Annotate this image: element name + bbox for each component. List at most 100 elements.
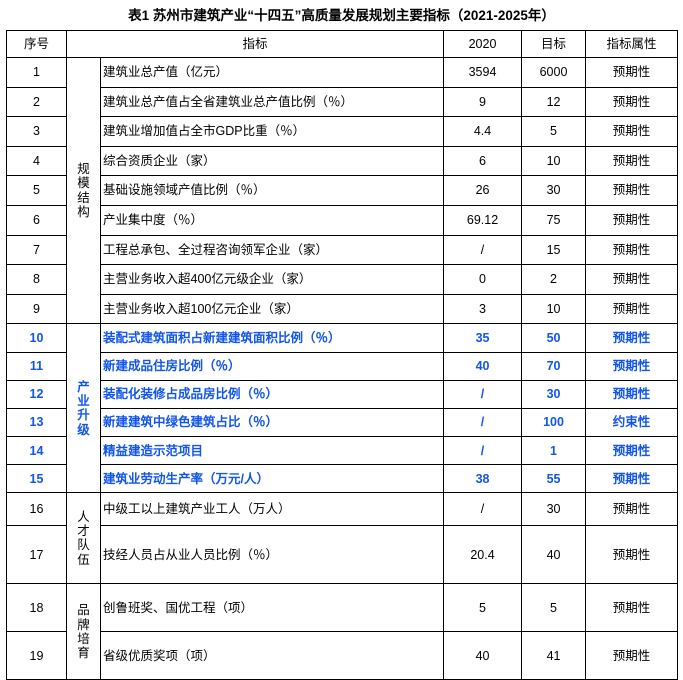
row-number: 14 <box>6 436 67 466</box>
table-row: 3 建筑业增加值占全市GDP比重（％） 4.4 5 预期性 <box>6 116 679 147</box>
value-attribute: 预期性 <box>585 234 679 266</box>
row-number: 12 <box>6 379 67 409</box>
value-2020: 9 <box>443 86 523 118</box>
value-target: 2 <box>521 264 587 295</box>
indicator-name: 产业集中度（％） <box>99 204 445 236</box>
row-number: 2 <box>6 86 67 118</box>
indicator-name: 基础设施领域产值比例（％） <box>99 175 445 206</box>
indicator-name: 精益建造示范项目 <box>99 436 445 466</box>
value-attribute: 预期性 <box>585 86 679 118</box>
row-number: 17 <box>6 525 67 585</box>
indicator-name: 创鲁班奖、国优工程（项） <box>99 583 445 633</box>
indicator-name: 省级优质奖项（项） <box>99 631 445 680</box>
indicator-name: 装配式建筑面积占新建建筑面积比例（％） <box>99 323 445 353</box>
indicator-name: 建筑业劳动生产率（万元/人） <box>99 464 445 494</box>
indicators-table: 序号 指标 2020 目标 指标属性 1 规模结构 建筑业总产值（亿元） 359… <box>6 30 679 680</box>
value-target: 10 <box>521 293 587 325</box>
table-row: 6 产业集中度（％） 69.12 75 预期性 <box>6 204 679 236</box>
group-label-text: 品牌培育 <box>77 603 90 661</box>
value-target: 50 <box>521 323 587 353</box>
value-2020: / <box>443 407 523 438</box>
value-2020: 26 <box>443 175 523 206</box>
value-target: 12 <box>521 86 587 118</box>
value-2020: 40 <box>443 351 523 381</box>
value-attribute: 预期性 <box>585 175 679 206</box>
indicator-name: 技经人员占从业人员比例（％） <box>99 525 445 585</box>
table-row: 9 主营业务收入超100亿元企业（家） 3 10 预期性 <box>6 293 679 325</box>
row-number: 6 <box>6 204 67 236</box>
value-2020: / <box>443 234 523 266</box>
row-number: 7 <box>6 234 67 266</box>
value-2020: 35 <box>443 323 523 353</box>
value-attribute: 预期性 <box>585 631 679 680</box>
group-label-text: 人才队伍 <box>77 509 90 567</box>
value-target: 30 <box>521 379 587 409</box>
value-attribute: 预期性 <box>585 464 679 494</box>
indicator-name: 建筑业总产值（亿元） <box>99 57 445 88</box>
group-label-scale-structure: 规模结构 <box>66 56 101 325</box>
value-target: 70 <box>521 351 587 381</box>
row-number: 18 <box>6 583 67 633</box>
row-number: 1 <box>6 57 67 88</box>
indicator-name: 建筑业增加值占全市GDP比重（％） <box>99 116 445 147</box>
indicator-name: 中级工以上建筑产业工人（万人） <box>99 492 445 527</box>
value-2020: 5 <box>443 583 523 633</box>
indicator-name: 综合资质企业（家） <box>99 145 445 177</box>
value-2020: / <box>443 492 523 527</box>
column-header-target: 目标 <box>521 30 587 58</box>
table-row: 2 建筑业总产值占全省建筑业总产值比例（％） 9 12 预期性 <box>6 86 679 118</box>
value-2020: 3594 <box>443 57 523 88</box>
table-row: 10 产业升级 装配式建筑面积占新建建筑面积比例（％） 35 50 预期性 <box>6 323 679 494</box>
column-header-2020: 2020 <box>443 30 523 58</box>
table-row: 17 技经人员占从业人员比例（％） 20.4 40 预期性 <box>6 525 679 585</box>
value-2020: 0 <box>443 264 523 295</box>
table-row: 5 基础设施领域产值比例（％） 26 30 预期性 <box>6 175 679 206</box>
value-target: 5 <box>521 583 587 633</box>
table-row: 15 建筑业劳动生产率（万元/人） 38 55 预期性 <box>6 464 679 494</box>
row-number: 9 <box>6 293 67 325</box>
table-row: 16 人才队伍 中级工以上建筑产业工人（万人） / 30 预期性 <box>6 492 679 585</box>
row-number: 4 <box>6 145 67 177</box>
column-header-indicator: 指标 <box>65 30 445 58</box>
value-attribute: 预期性 <box>585 379 679 409</box>
value-target: 55 <box>521 464 587 494</box>
indicator-name: 主营业务收入超400亿元级企业（家） <box>99 264 445 295</box>
indicator-name: 装配化装修占成品房比例（％） <box>99 379 445 409</box>
value-attribute: 预期性 <box>585 525 679 585</box>
value-target: 30 <box>521 492 587 527</box>
row-number: 10 <box>6 323 67 353</box>
table-header: 序号 指标 2020 目标 指标属性 <box>6 30 679 58</box>
value-attribute: 预期性 <box>585 351 679 381</box>
page-title: 表1 苏州市建筑产业“十四五”高质量发展规划主要指标（2021-2025年） <box>128 8 555 23</box>
column-header-attribute: 指标属性 <box>585 30 679 58</box>
table-row: 12 装配化装修占成品房比例（％） / 30 预期性 <box>6 379 679 409</box>
value-target: 100 <box>521 407 587 438</box>
group-label-industry-upgrade: 产业升级 <box>66 323 101 494</box>
value-attribute: 预期性 <box>585 57 679 88</box>
value-attribute: 预期性 <box>585 204 679 236</box>
group-label-brand-cultivation: 品牌培育 <box>66 583 101 680</box>
row-number: 16 <box>6 492 67 527</box>
table-row: 4 综合资质企业（家） 6 10 预期性 <box>6 145 679 177</box>
indicator-name: 主营业务收入超100亿元企业（家） <box>99 293 445 325</box>
group-label-text: 规模结构 <box>77 161 90 220</box>
value-target: 15 <box>521 234 587 266</box>
value-target: 5 <box>521 116 587 147</box>
group-label-text: 产业升级 <box>77 379 90 437</box>
value-attribute: 预期性 <box>585 583 679 633</box>
value-target: 1 <box>521 436 587 466</box>
table-row: 1 规模结构 建筑业总产值（亿元） 3594 6000 预期性 <box>6 56 679 325</box>
table-row: 14 精益建造示范项目 / 1 预期性 <box>6 436 679 466</box>
value-target: 40 <box>521 525 587 585</box>
group-label-talent-team: 人才队伍 <box>66 492 101 585</box>
value-attribute: 预期性 <box>585 145 679 177</box>
value-2020: 69.12 <box>443 204 523 236</box>
value-target: 10 <box>521 145 587 177</box>
table-row: 19 省级优质奖项（项） 40 41 预期性 <box>6 631 679 680</box>
row-number: 8 <box>6 264 67 295</box>
indicator-name: 新建成品住房比例（％） <box>99 351 445 381</box>
value-attribute: 预期性 <box>585 492 679 527</box>
table-body: 1 规模结构 建筑业总产值（亿元） 3594 6000 预期性 2 建筑业总产值… <box>6 56 679 680</box>
table-row: 11 新建成品住房比例（％） 40 70 预期性 <box>6 351 679 381</box>
